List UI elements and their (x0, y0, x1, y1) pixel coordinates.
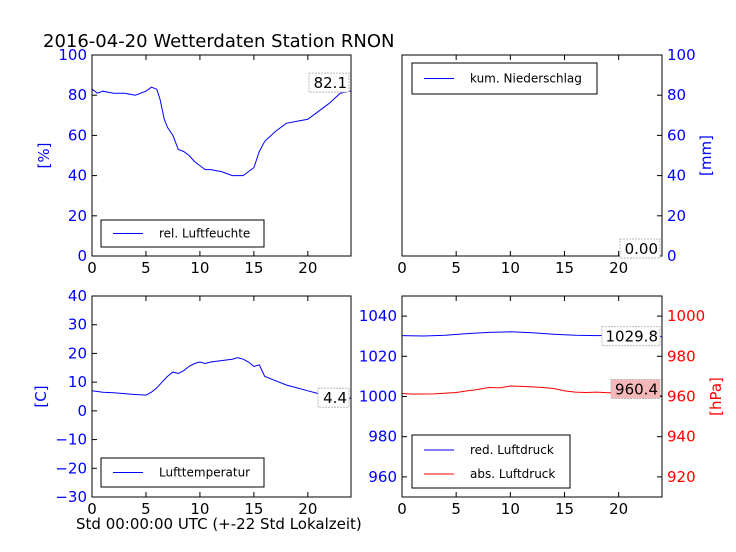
humidity-panel-ytick-label: 40 (68, 167, 87, 185)
temperature-panel-frame (91, 295, 352, 498)
pressure-panel-xtick-label: 15 (555, 500, 574, 518)
temperature-panel-ytick-label: −20 (55, 459, 87, 477)
temperature-panel-xtick-label: 15 (244, 500, 263, 518)
humidity-panel-ytick-label: 0 (77, 247, 87, 265)
temperature-panel-ytick-label: 30 (68, 316, 87, 334)
temperature-panel-xtick-label: 10 (190, 500, 209, 518)
temperature-panel-ytick-label: 20 (68, 344, 87, 362)
temperature-panel-ytick-label: 40 (68, 287, 87, 305)
humidity-panel-ytick-label: 20 (68, 207, 87, 225)
precip-panel-ytick-label-right: 0 (667, 247, 677, 265)
pressure-panel-legend-label: red. Luftdruck (470, 443, 554, 457)
temperature-panel-xtick-label: 0 (87, 500, 97, 518)
pressure-panel-red-value-label: 1029.8 (606, 328, 659, 346)
pressure-panel-ytick-label: 1040 (359, 307, 397, 325)
temperature-panel-value-label-box (317, 387, 350, 408)
temperature-panel-series-line (91, 357, 352, 399)
pressure-panel-ytick-label: 980 (368, 428, 397, 446)
precip-panel-value-label-box (619, 238, 661, 259)
pressure-panel-xtick-label: 10 (501, 500, 520, 518)
figure-title: 2016-04-20 Wetterdaten Station RNON (43, 31, 395, 52)
temperature-panel-ylabel: [C] (32, 385, 50, 407)
temperature-panel-xtick-label: 5 (141, 500, 151, 518)
pressure-panel-ytick-label: 1000 (359, 388, 397, 406)
precip-panel-frame (401, 54, 663, 257)
temperature-panel-ytick-label: 10 (68, 373, 87, 391)
precip-panel-ytick-label-right: 80 (667, 86, 686, 104)
temperature-panel-ytick-label: −30 (55, 488, 87, 506)
pressure-panel-ylabel: [hPa] (707, 377, 725, 416)
temperature-panel-legend-label: Lufttemperatur (159, 466, 250, 480)
precip-panel-legend-label: kum. Niederschlag (470, 72, 582, 86)
precip-panel-xtick-label: 0 (397, 259, 407, 277)
humidity-panel-value-label: 82.1 (314, 74, 347, 92)
precip-panel-xtick-label: 5 (451, 259, 461, 277)
humidity-panel-xtick-label: 15 (244, 259, 263, 277)
precip-panel-ytick-label-right: 100 (667, 46, 696, 64)
humidity-panel-xtick-label: 5 (141, 259, 151, 277)
pressure-panel-ytick-label-right: 920 (667, 468, 696, 486)
humidity-panel-ytick-label: 100 (58, 46, 87, 64)
temperature-panel-value-label: 4.4 (323, 389, 347, 407)
pressure-panel-ytick-label: 960 (368, 468, 397, 486)
pressure-panel-abs-luftdruck-series-line (401, 385, 663, 397)
pressure-panel-ytick-label-right: 960 (667, 388, 696, 406)
pressure-panel-xtick-label: 20 (609, 500, 628, 518)
pressure-panel-xtick-label: 5 (451, 500, 461, 518)
pressure-panel-legend-box (411, 434, 571, 489)
pressure-panel-abs-value-label: 960.4 (615, 380, 658, 398)
humidity-panel-frame (91, 54, 352, 257)
humidity-panel-ylabel: [%] (35, 143, 53, 169)
pressure-panel-red-value-label-box (601, 326, 661, 347)
pressure-panel-legend-label: abs. Luftdruck (470, 467, 555, 481)
pressure-panel-ytick-label-right: 1000 (667, 307, 705, 325)
pressure-panel-xtick-label: 0 (397, 500, 407, 518)
precip-panel-value-label: 0.00 (625, 240, 658, 258)
precip-panel-ytick-label-right: 60 (667, 126, 686, 144)
pressure-panel-ytick-label-right: 980 (667, 347, 696, 365)
precip-panel-xtick-label: 10 (501, 259, 520, 277)
humidity-panel-ytick-label: 80 (68, 86, 87, 104)
precip-panel-ytick-label-right: 40 (667, 167, 686, 185)
humidity-panel-xtick-label: 10 (190, 259, 209, 277)
humidity-panel-value-label-box (308, 72, 350, 93)
precip-panel-ylabel: [mm] (697, 135, 715, 176)
humidity-panel-ytick-label: 60 (68, 126, 87, 144)
humidity-panel-xtick-label: 20 (298, 259, 317, 277)
humidity-panel-legend-label: rel. Luftfeuchte (159, 227, 250, 241)
temperature-panel-xtick-label: 20 (298, 500, 317, 518)
pressure-panel-abs-value-label-box (610, 378, 661, 399)
temperature-panel-ytick-label: −10 (55, 431, 87, 449)
pressure-panel-ytick-label-right: 940 (667, 428, 696, 446)
x-axis-caption: Std 00:00:00 UTC (+-22 Std Lokalzeit) (76, 515, 362, 533)
humidity-panel-xtick-label: 0 (87, 259, 97, 277)
precip-panel-xtick-label: 15 (555, 259, 574, 277)
pressure-panel-ytick-label: 1020 (359, 347, 397, 365)
precip-panel-xtick-label: 20 (609, 259, 628, 277)
humidity-panel-series-line (91, 86, 352, 177)
temperature-panel-ytick-label: 0 (77, 402, 87, 420)
precip-panel-ytick-label-right: 20 (667, 207, 686, 225)
